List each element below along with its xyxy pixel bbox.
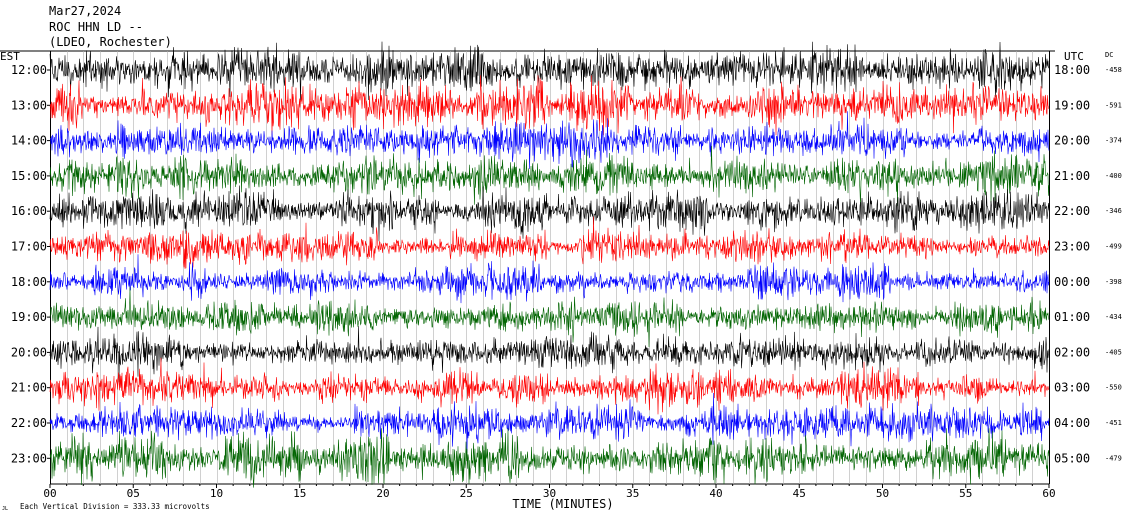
x-tick-label: 05 (127, 487, 140, 500)
est-hour-label: 23:00 (11, 451, 47, 465)
dc-offset-label: -451 (1105, 419, 1122, 427)
utc-hour-label: 23:00 (1054, 240, 1090, 254)
x-tick-label: 55 (959, 487, 972, 500)
dc-offset-label: -591 (1105, 101, 1122, 109)
seismic-traces (49, 41, 1050, 488)
corner-mark: JL (2, 506, 8, 512)
x-tick-label: 10 (210, 487, 223, 500)
seismic-trace (49, 75, 1050, 136)
dc-axis-label: DC (1105, 51, 1113, 59)
utc-axis-label: UTC (1064, 50, 1084, 63)
utc-hour-label: 21:00 (1054, 169, 1090, 183)
dc-offset-label: -499 (1105, 243, 1122, 251)
est-hour-label: 16:00 (11, 204, 47, 218)
seismic-trace (49, 216, 1050, 269)
x-tick-label: 45 (793, 487, 806, 500)
x-tick-label: 60 (1042, 487, 1055, 500)
est-hour-label: 18:00 (11, 275, 47, 289)
est-hour-label: 20:00 (11, 345, 47, 359)
utc-hour-label: 04:00 (1054, 416, 1090, 430)
dc-offset-label: -400 (1105, 172, 1122, 180)
axis-labels: 00 05 10 15 20 25 30 35 40 45 50 55 60 TIME (MINUTES)… (0, 50, 1122, 512)
seismic-trace (49, 185, 1050, 242)
x-tick-label: 25 (460, 487, 473, 500)
dc-offset-label: -479 (1105, 454, 1122, 462)
est-hour-label: 14:00 (11, 134, 47, 148)
est-hour-label: 22:00 (11, 416, 47, 430)
x-tick-label: 00 (43, 487, 56, 500)
dc-offset-label: -458 (1105, 66, 1122, 74)
est-hour-label: 19:00 (11, 310, 47, 324)
est-hour-label: 13:00 (11, 98, 47, 112)
utc-hour-label: 20:00 (1054, 134, 1090, 148)
est-hour-label: 17:00 (11, 240, 47, 254)
seismic-trace (49, 145, 1050, 206)
est-hour-label: 15:00 (11, 169, 47, 183)
x-tick-label: 35 (626, 487, 639, 500)
utc-hour-label: 01:00 (1054, 310, 1090, 324)
utc-hour-label: 18:00 (1054, 63, 1090, 77)
utc-hour-label: 19:00 (1054, 98, 1090, 112)
seismic-trace (49, 41, 1050, 101)
x-tick-label: 50 (876, 487, 889, 500)
est-hour-label: 12:00 (11, 63, 47, 77)
seismic-trace (49, 326, 1050, 383)
x-tick-label: 40 (709, 487, 722, 500)
utc-hour-label: 03:00 (1054, 381, 1090, 395)
time-grid (0, 50, 1055, 488)
est-axis-label: EST (0, 50, 20, 63)
seismic-trace (49, 287, 1050, 348)
dc-offset-label: -374 (1105, 137, 1122, 145)
seismic-trace (49, 428, 1050, 488)
header-station: ROC HHN LD -- (49, 20, 143, 34)
dc-offset-label: -346 (1105, 207, 1122, 215)
seismic-trace (49, 254, 1050, 304)
utc-hour-label: 05:00 (1054, 451, 1090, 465)
scale-note: Each Vertical Division = 333.33 microvol… (20, 502, 210, 511)
x-axis-title: TIME (MINUTES) (512, 497, 613, 511)
seismic-trace (49, 357, 1050, 415)
dc-offset-label: -398 (1105, 278, 1122, 286)
utc-hour-label: 02:00 (1054, 345, 1090, 359)
utc-hour-label: 00:00 (1054, 275, 1090, 289)
seismic-trace (50, 111, 1050, 170)
seismic-trace (49, 392, 1050, 454)
utc-hour-label: 22:00 (1054, 204, 1090, 218)
x-tick-label: 30 (543, 487, 556, 500)
dc-offset-label: -434 (1105, 313, 1122, 321)
x-tick-label: 15 (293, 487, 306, 500)
dc-offset-label: -550 (1105, 384, 1122, 392)
dc-offset-label: -405 (1105, 348, 1122, 356)
header-network: (LDEO, Rochester) (49, 35, 172, 49)
est-hour-label: 21:00 (11, 381, 47, 395)
header-date: Mar27,2024 (49, 4, 122, 18)
x-tick-label: 20 (376, 487, 389, 500)
